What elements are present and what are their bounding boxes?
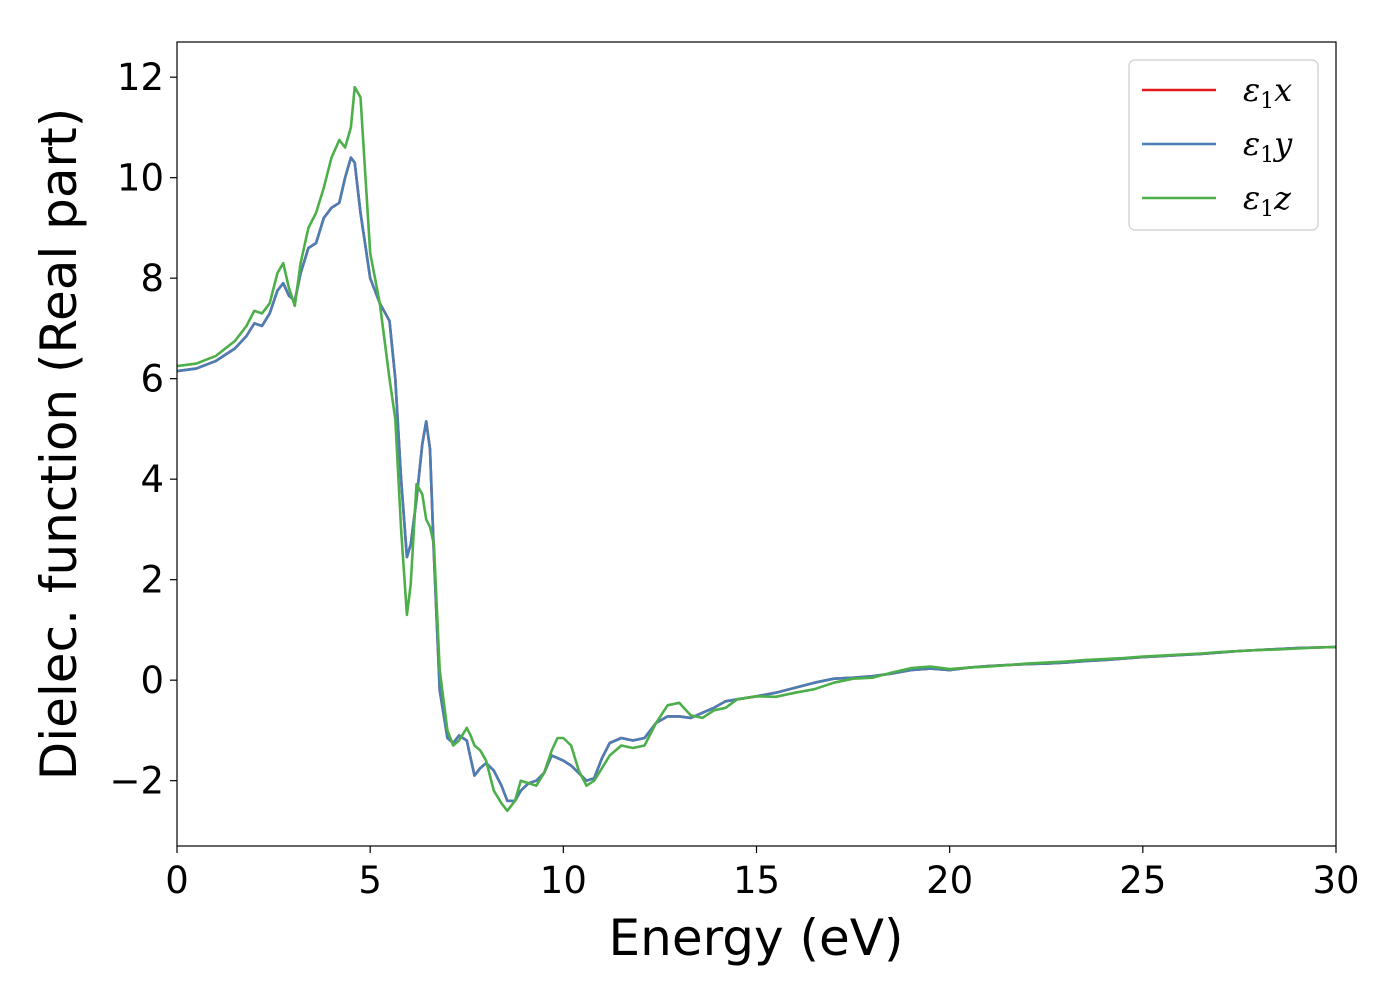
x-tick-label: 5 [358, 859, 382, 902]
x-tick-label: 30 [1312, 859, 1359, 902]
x-axis-title: Energy (eV) [609, 909, 904, 967]
legend-subscript: 1 [1260, 197, 1274, 222]
y-axis-title: Dielec. function (Real part) [30, 108, 88, 780]
legend-label-y: ε1y [1243, 125, 1293, 168]
legend-label-z: ε1z [1243, 179, 1292, 222]
y-tick-label: 10 [117, 157, 164, 200]
y-tick-label: 12 [117, 56, 164, 99]
x-tick-label: 20 [926, 859, 973, 902]
legend-subscript: 1 [1260, 89, 1274, 114]
legend-label-x: ε1x [1243, 71, 1292, 114]
y-tick-label: 4 [140, 458, 164, 501]
legend-symbol: ε [1243, 71, 1260, 109]
legend-subscript: 1 [1260, 143, 1274, 168]
series-layer [177, 85, 1336, 813]
legend-axis: y [1272, 125, 1293, 163]
y-tick-label: 2 [140, 559, 164, 602]
y-tick-label: 0 [140, 659, 164, 702]
y-tick-label: 6 [140, 358, 164, 401]
legend-axis: x [1274, 71, 1292, 109]
legend-box [1128, 59, 1319, 231]
y-tick-label: 8 [140, 257, 164, 300]
x-tick-label: 0 [165, 859, 189, 902]
legend-symbol: ε [1243, 179, 1260, 217]
legend-symbol: ε [1243, 125, 1260, 163]
x-tick-label: 25 [1119, 859, 1166, 902]
x-axis: 0 5 10 15 20 25 30 [165, 846, 1360, 902]
x-tick-label: 15 [733, 859, 780, 902]
legend-axis: z [1273, 179, 1292, 217]
y-tick-label: −2 [109, 760, 164, 803]
y-axis: −2 0 2 4 6 8 10 12 [109, 56, 177, 803]
x-tick-label: 10 [540, 859, 587, 902]
series-line-z [177, 85, 1336, 813]
